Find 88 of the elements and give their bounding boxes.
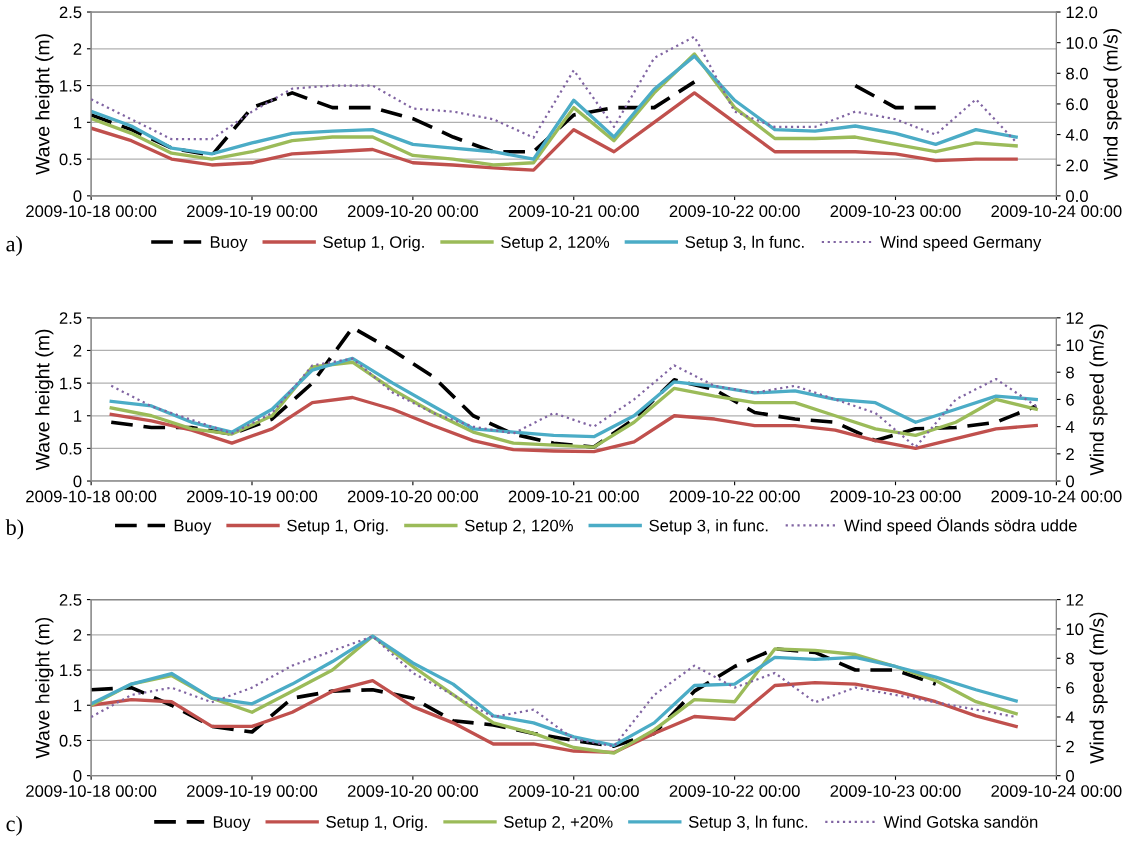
x-tick-label: 2009-10-18 00:00	[26, 785, 157, 797]
x-tick-label: 2009-10-24 00:00	[991, 490, 1122, 503]
y-tick-label: 1	[74, 410, 82, 422]
y2-tick-label: 12	[1066, 593, 1084, 606]
y2-axis-title: Wind speed (m/s)	[1089, 324, 1108, 476]
x-tick-label: 2009-10-20 00:00	[347, 205, 479, 218]
x-tick-label: 2009-10-24 00:00	[991, 205, 1122, 218]
y2-tick-label: 4	[1065, 711, 1075, 724]
y2-tick-label: 4	[1065, 421, 1075, 433]
line-series	[109, 395, 1038, 454]
y2-tick-label: 6	[1066, 393, 1074, 406]
y-tick-label: 0	[73, 770, 82, 782]
y-tick-label: 2.5	[59, 312, 82, 325]
x-tick-label: 2009-10-19 00:00	[187, 785, 318, 797]
legend-label: Setup 2, +20%	[504, 816, 613, 832]
legend-label: Buoy	[210, 236, 248, 252]
y-tick-label: 2	[73, 344, 82, 357]
line-series	[91, 91, 1018, 172]
y-axis-title: Wave height (m)	[35, 617, 54, 759]
y-tick-label: 1	[74, 699, 82, 712]
legend-label: Wind speed Ölands södra udde	[844, 517, 1077, 535]
legend-label: Setup 2, 120%	[464, 519, 573, 535]
y-axis-title: Wave height (m)	[35, 329, 54, 471]
y2-tick-label: 8	[1066, 652, 1074, 665]
y-tick-label: 0	[73, 190, 82, 203]
x-tick-label: 2009-10-23 00:00	[830, 205, 961, 218]
x-tick-label: 2009-10-22 00:00	[669, 490, 800, 503]
y-tick-label: 1.5	[60, 377, 82, 390]
y-tick-label: 0.5	[59, 442, 82, 455]
legend-label: Setup 1, Orig.	[287, 519, 388, 535]
legend-label: Setup 3, ln func.	[688, 815, 808, 832]
x-tick-label: 2009-10-22 00:00	[669, 205, 800, 218]
x-tick-label: 2009-10-20 00:00	[347, 490, 479, 503]
legend-label: Buoy	[213, 816, 251, 832]
y2-tick-label: 2.0	[1066, 159, 1088, 172]
y2-tick-label: 6	[1066, 682, 1074, 694]
text: a)	[6, 235, 22, 256]
x-tick-label: 2009-10-19 00:00	[187, 490, 318, 503]
x-tick-label: 2009-10-21 00:00	[508, 205, 639, 218]
y-tick-label: 1	[74, 116, 82, 129]
legend-label: Wind speed Germany	[880, 235, 1042, 252]
y-tick-label: 0.5	[59, 734, 82, 747]
y-axis-title: Wave height (m)	[35, 34, 54, 175]
y2-tick-label: 10	[1066, 623, 1084, 636]
line-series	[91, 35, 1018, 144]
y-tick-label: 0.5	[59, 153, 82, 166]
y2-tick-label: 12.0	[1066, 6, 1098, 19]
y-tick-label: 1.5	[60, 80, 82, 92]
x-tick-label: 2009-10-21 00:00	[508, 490, 639, 503]
text: b)	[5, 519, 24, 540]
x-tick-label: 2009-10-22 00:00	[669, 785, 800, 797]
y2-tick-label: 0	[1066, 475, 1075, 488]
y-tick-label: 2	[73, 629, 82, 641]
y2-tick-label: 8.0	[1066, 67, 1088, 80]
y2-tick-label: 4.0	[1065, 128, 1088, 141]
legend-label: Setup 2, 120%	[501, 236, 610, 252]
legend-label: Wind Gotska sandön	[883, 815, 1038, 828]
y2-tick-label: 10	[1066, 339, 1084, 352]
y2-tick-label: 0	[1066, 770, 1075, 782]
y2-axis-title: Wind speed (m/s)	[1103, 28, 1122, 181]
y2-tick-label: 6.0	[1066, 98, 1088, 111]
legend-label: Setup 3, ln func.	[685, 235, 804, 252]
y2-tick-label: 2	[1066, 448, 1074, 460]
y-tick-label: 2.5	[59, 593, 82, 606]
y2-tick-label: 0.0	[1066, 190, 1088, 203]
x-tick-label: 2009-10-24 00:00	[991, 785, 1122, 797]
x-tick-label: 2009-10-18 00:00	[26, 490, 157, 503]
legend-label: Setup 1, Orig.	[326, 815, 427, 832]
x-tick-label: 2009-10-19 00:00	[187, 205, 318, 218]
y-tick-label: 2	[73, 43, 82, 55]
x-tick-label: 2009-10-23 00:00	[830, 490, 961, 503]
text: c)	[6, 815, 22, 836]
x-tick-label: 2009-10-21 00:00	[508, 785, 639, 797]
y2-tick-label: 12	[1066, 312, 1084, 324]
y2-tick-label: 8	[1066, 366, 1074, 379]
legend-label: Buoy	[174, 519, 212, 535]
y2-axis-title: Wind speed (m/s)	[1089, 612, 1108, 764]
legend-label: Setup 3, in func.	[649, 519, 768, 535]
line-series	[91, 678, 1018, 755]
x-tick-label: 2009-10-18 00:00	[26, 205, 157, 218]
y2-tick-label: 10.0	[1066, 37, 1098, 49]
x-tick-label: 2009-10-23 00:00	[830, 785, 961, 797]
y2-tick-label: 2	[1066, 740, 1074, 753]
legend-label: Setup 1, Orig.	[323, 235, 424, 252]
y-tick-label: 0	[73, 475, 82, 488]
y-tick-label: 2.5	[59, 6, 82, 19]
x-tick-label: 2009-10-20 00:00	[347, 785, 479, 797]
y-tick-label: 1.5	[60, 664, 82, 677]
